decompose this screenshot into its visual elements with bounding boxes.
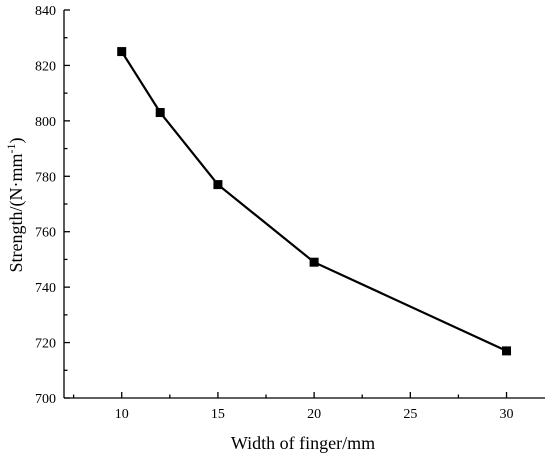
y-tick-label: 840 <box>35 4 56 19</box>
data-point-marker <box>156 108 165 117</box>
y-tick-label: 820 <box>35 59 56 74</box>
x-tick-label: 10 <box>115 407 129 422</box>
x-tick-label: 30 <box>500 407 514 422</box>
y-axis-title-close: ) <box>6 138 27 144</box>
y-tick-label: 780 <box>35 170 56 185</box>
x-ticks: 10 15 20 25 30 <box>74 392 514 422</box>
y-tick-label: 800 <box>35 115 56 130</box>
x-tick-label: 20 <box>307 407 321 422</box>
y-axis-title: Strength/(N·mm-1) <box>4 138 27 273</box>
y-tick-label: 760 <box>35 226 56 241</box>
x-tick-label: 15 <box>211 407 225 422</box>
data-point-marker <box>502 346 511 355</box>
y-tick-label: 720 <box>35 337 56 352</box>
series-line <box>122 52 507 351</box>
y-tick-label: 700 <box>35 392 56 407</box>
data-point-marker <box>117 47 126 56</box>
data-point-marker <box>213 180 222 189</box>
y-axis-title-sup: -1 <box>4 144 18 154</box>
y-ticks: 700 720 740 760 780 800 820 840 <box>35 4 70 407</box>
y-tick-label: 740 <box>35 281 56 296</box>
data-point-marker <box>310 258 319 267</box>
series-group <box>117 47 511 355</box>
x-tick-label: 25 <box>403 407 417 422</box>
y-axis-title-main: Strength/(N·mm <box>6 154 27 273</box>
axes <box>64 10 545 398</box>
x-axis-title: Width of finger/mm <box>231 433 375 453</box>
